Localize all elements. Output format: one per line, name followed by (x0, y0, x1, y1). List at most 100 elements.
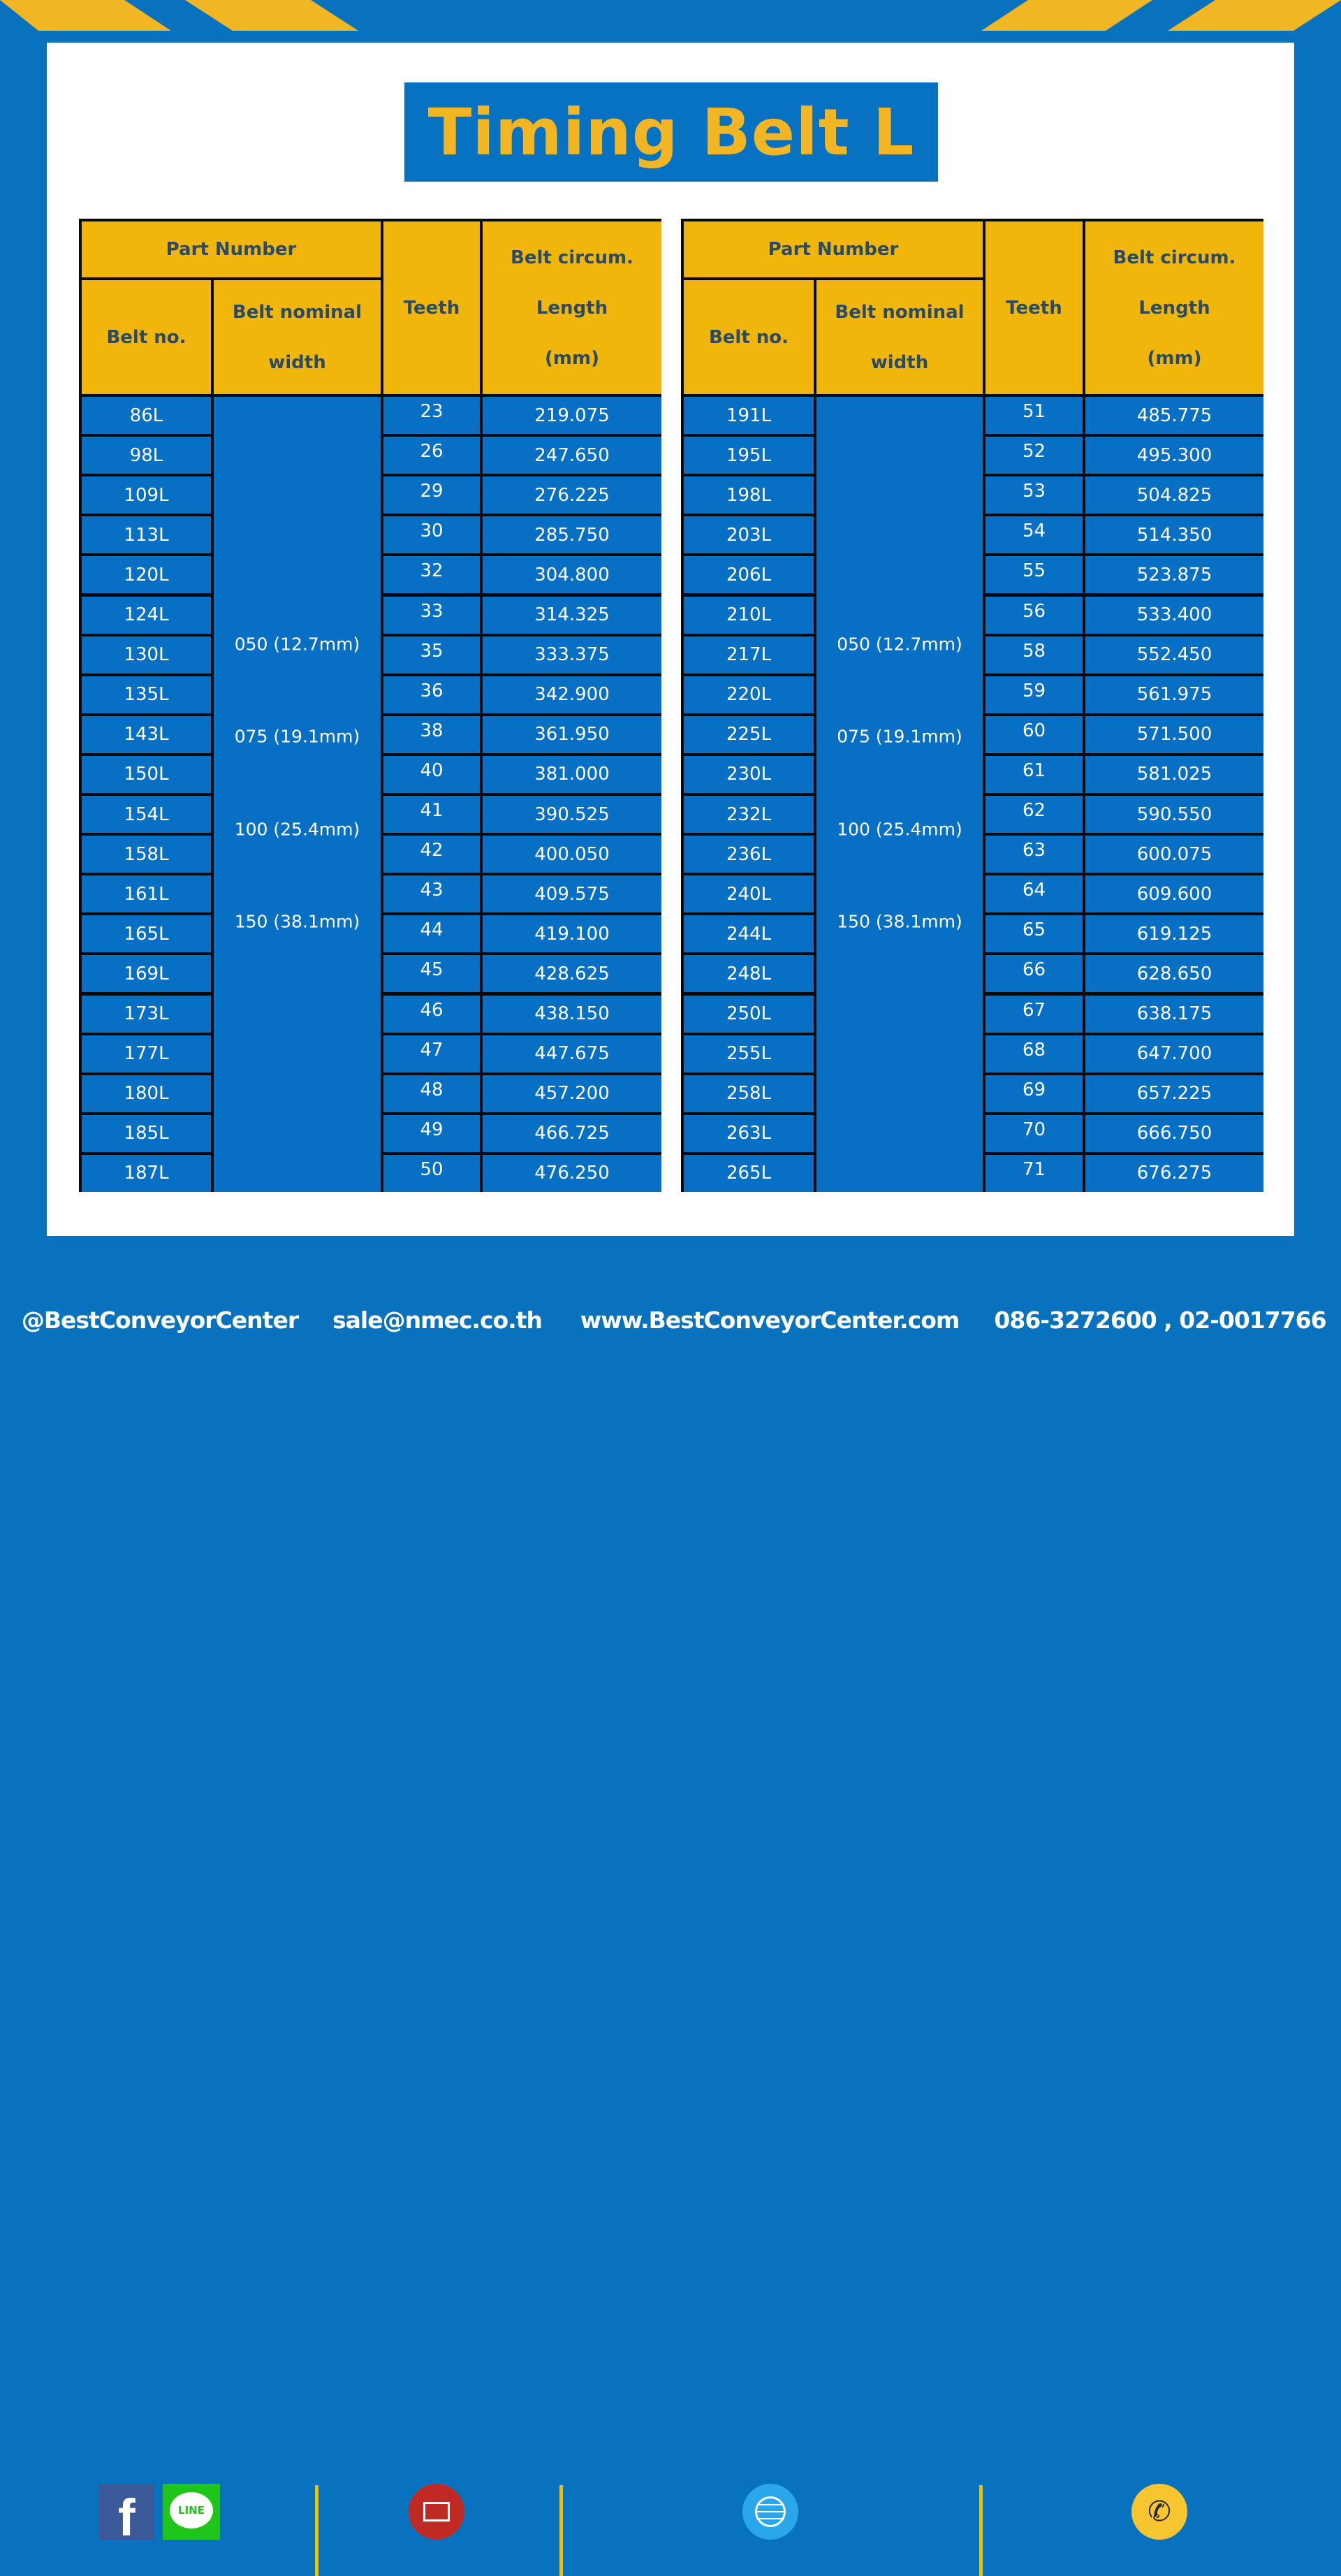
length-cell: 457.200 (483, 1075, 661, 1112)
website-link[interactable]: www.BestConveyorCenter.com (580, 1307, 960, 1334)
header-belt-circum-length-text: Belt circum. (511, 247, 633, 268)
belt-no-cell: 165L (82, 915, 211, 953)
belt-no-cell: 230L (684, 755, 814, 793)
teeth-cell-text: 64 (1022, 880, 1046, 901)
social-handle-link[interactable]: @BestConveyorCenter (21, 1307, 299, 1334)
belt-no-cell-text: 236L (726, 843, 772, 865)
divider (315, 2485, 318, 2576)
length-cell-text: 276.225 (534, 484, 610, 506)
belt-no-cell: 187L (82, 1154, 211, 1192)
belt-width-option: 050 (12.7mm) (837, 634, 962, 655)
teeth-cell-text: 61 (1022, 759, 1046, 781)
teeth-cell: 35 (383, 636, 480, 674)
teeth-cell-text: 53 (1022, 481, 1046, 502)
header-belt-no: Belt no. (684, 280, 814, 394)
phone-numbers[interactable]: 086-3272600 , 02-0017766 (994, 1307, 1326, 1334)
belt-no-cell: 265L (684, 1154, 814, 1192)
length-cell: 409.575 (483, 875, 661, 913)
teeth-cell-text: 66 (1022, 959, 1046, 981)
page-title: Timing Belt L (427, 94, 915, 170)
teeth-cell-text: 47 (420, 1039, 444, 1061)
belt-no-cell-text: 113L (124, 524, 169, 546)
header-part-number: Part Number (82, 221, 381, 277)
belt-no-cell-text: 180L (124, 1083, 169, 1105)
facebook-icon[interactable]: f (98, 2484, 154, 2547)
teeth-cell: 51 (985, 397, 1083, 435)
belt-no-cell-text: 187L (124, 1163, 169, 1184)
email-icon[interactable] (409, 2484, 464, 2540)
length-cell-text: 447.675 (534, 1043, 610, 1065)
belt-no-cell-text: 158L (124, 843, 169, 865)
belt-no-cell-text: 169L (124, 963, 169, 984)
length-cell: 428.625 (483, 955, 661, 993)
header-part-number-text: Part Number (768, 239, 899, 260)
teeth-cell: 52 (985, 437, 1083, 474)
length-cell-text: 504.825 (1136, 484, 1212, 506)
belt-no-cell-text: 150L (124, 764, 169, 785)
email-link[interactable]: sale@nmec.co.th (332, 1307, 543, 1334)
teeth-cell-text: 70 (1022, 1119, 1046, 1140)
teeth-cell-text: 35 (420, 640, 444, 662)
belt-no-cell-text: 177L (124, 1043, 169, 1065)
length-cell: 276.225 (483, 476, 661, 514)
phone-icon[interactable]: ✆ (1131, 2484, 1187, 2540)
belt-no-cell: 150L (82, 755, 211, 793)
belt-no-cell: 210L (684, 596, 814, 634)
length-cell-text: 628.650 (1136, 963, 1212, 984)
length-cell-text: 600.075 (1136, 843, 1212, 865)
length-cell: 676.275 (1085, 1154, 1263, 1192)
length-cell-text: 304.800 (534, 564, 610, 585)
belt-width-option: 050 (12.7mm) (234, 634, 360, 655)
teeth-cell-text: 55 (1022, 560, 1046, 582)
length-cell-text: 419.100 (534, 923, 610, 945)
header-belt-circum-length-text: Length (1138, 297, 1210, 319)
belt-no-cell: 120L (82, 556, 211, 594)
header-teeth-text: Teeth (1006, 297, 1062, 319)
belt-no-cell: 173L (82, 995, 211, 1033)
belt-no-cell: 124L (82, 596, 211, 634)
belt-no-cell-text: 173L (124, 1003, 169, 1025)
length-cell-text: 409.575 (534, 883, 610, 905)
belt-no-cell: 236L (684, 836, 814, 873)
belt-width-option: 075 (19.1mm) (234, 726, 360, 747)
length-cell-text: 361.950 (534, 724, 610, 745)
header-belt-nominal-width-text: width (870, 351, 929, 373)
belt-no-cell: 154L (82, 796, 211, 834)
width-column (816, 397, 983, 1192)
teeth-cell: 26 (383, 437, 480, 474)
belt-no-cell: 135L (82, 676, 211, 713)
title-banner: Timing Belt L (404, 82, 938, 182)
length-cell: 638.175 (1085, 995, 1263, 1033)
belt-no-cell-text: 198L (726, 484, 772, 506)
belt-no-cell-text: 165L (124, 923, 169, 945)
teeth-cell: 36 (383, 676, 480, 713)
teeth-cell: 67 (985, 995, 1083, 1033)
header-belt-no: Belt no. (82, 280, 211, 394)
belt-no-cell: 109L (82, 476, 211, 514)
globe-icon[interactable] (742, 2484, 798, 2540)
teeth-cell-text: 60 (1022, 720, 1046, 741)
teeth-cell: 59 (985, 676, 1083, 713)
decor-stripe (0, 0, 171, 31)
header-part-number: Part Number (684, 221, 983, 277)
belt-no-cell: 98L (82, 437, 211, 474)
length-cell-text: 247.650 (534, 444, 610, 466)
belt-no-cell-text: 250L (726, 1003, 772, 1025)
length-cell-text: 381.000 (534, 764, 610, 785)
belt-no-cell-text: 206L (726, 564, 772, 585)
belt-no-cell-text: 185L (124, 1123, 169, 1144)
divider (559, 2485, 563, 2576)
length-cell: 600.075 (1085, 836, 1263, 873)
length-cell: 285.750 (483, 516, 661, 554)
belt-width-option: 150 (38.1mm) (234, 911, 360, 932)
length-cell: 647.700 (1085, 1035, 1263, 1072)
width-column (214, 397, 381, 1192)
length-cell: 400.050 (483, 836, 661, 873)
teeth-cell-text: 41 (420, 800, 444, 821)
teeth-cell: 32 (383, 556, 480, 594)
line-icon[interactable]: LINE (163, 2484, 220, 2540)
belt-no-cell-text: 248L (726, 963, 772, 984)
belt-no-cell: 258L (684, 1075, 814, 1112)
teeth-cell: 30 (383, 516, 480, 554)
teeth-cell: 46 (383, 995, 480, 1033)
